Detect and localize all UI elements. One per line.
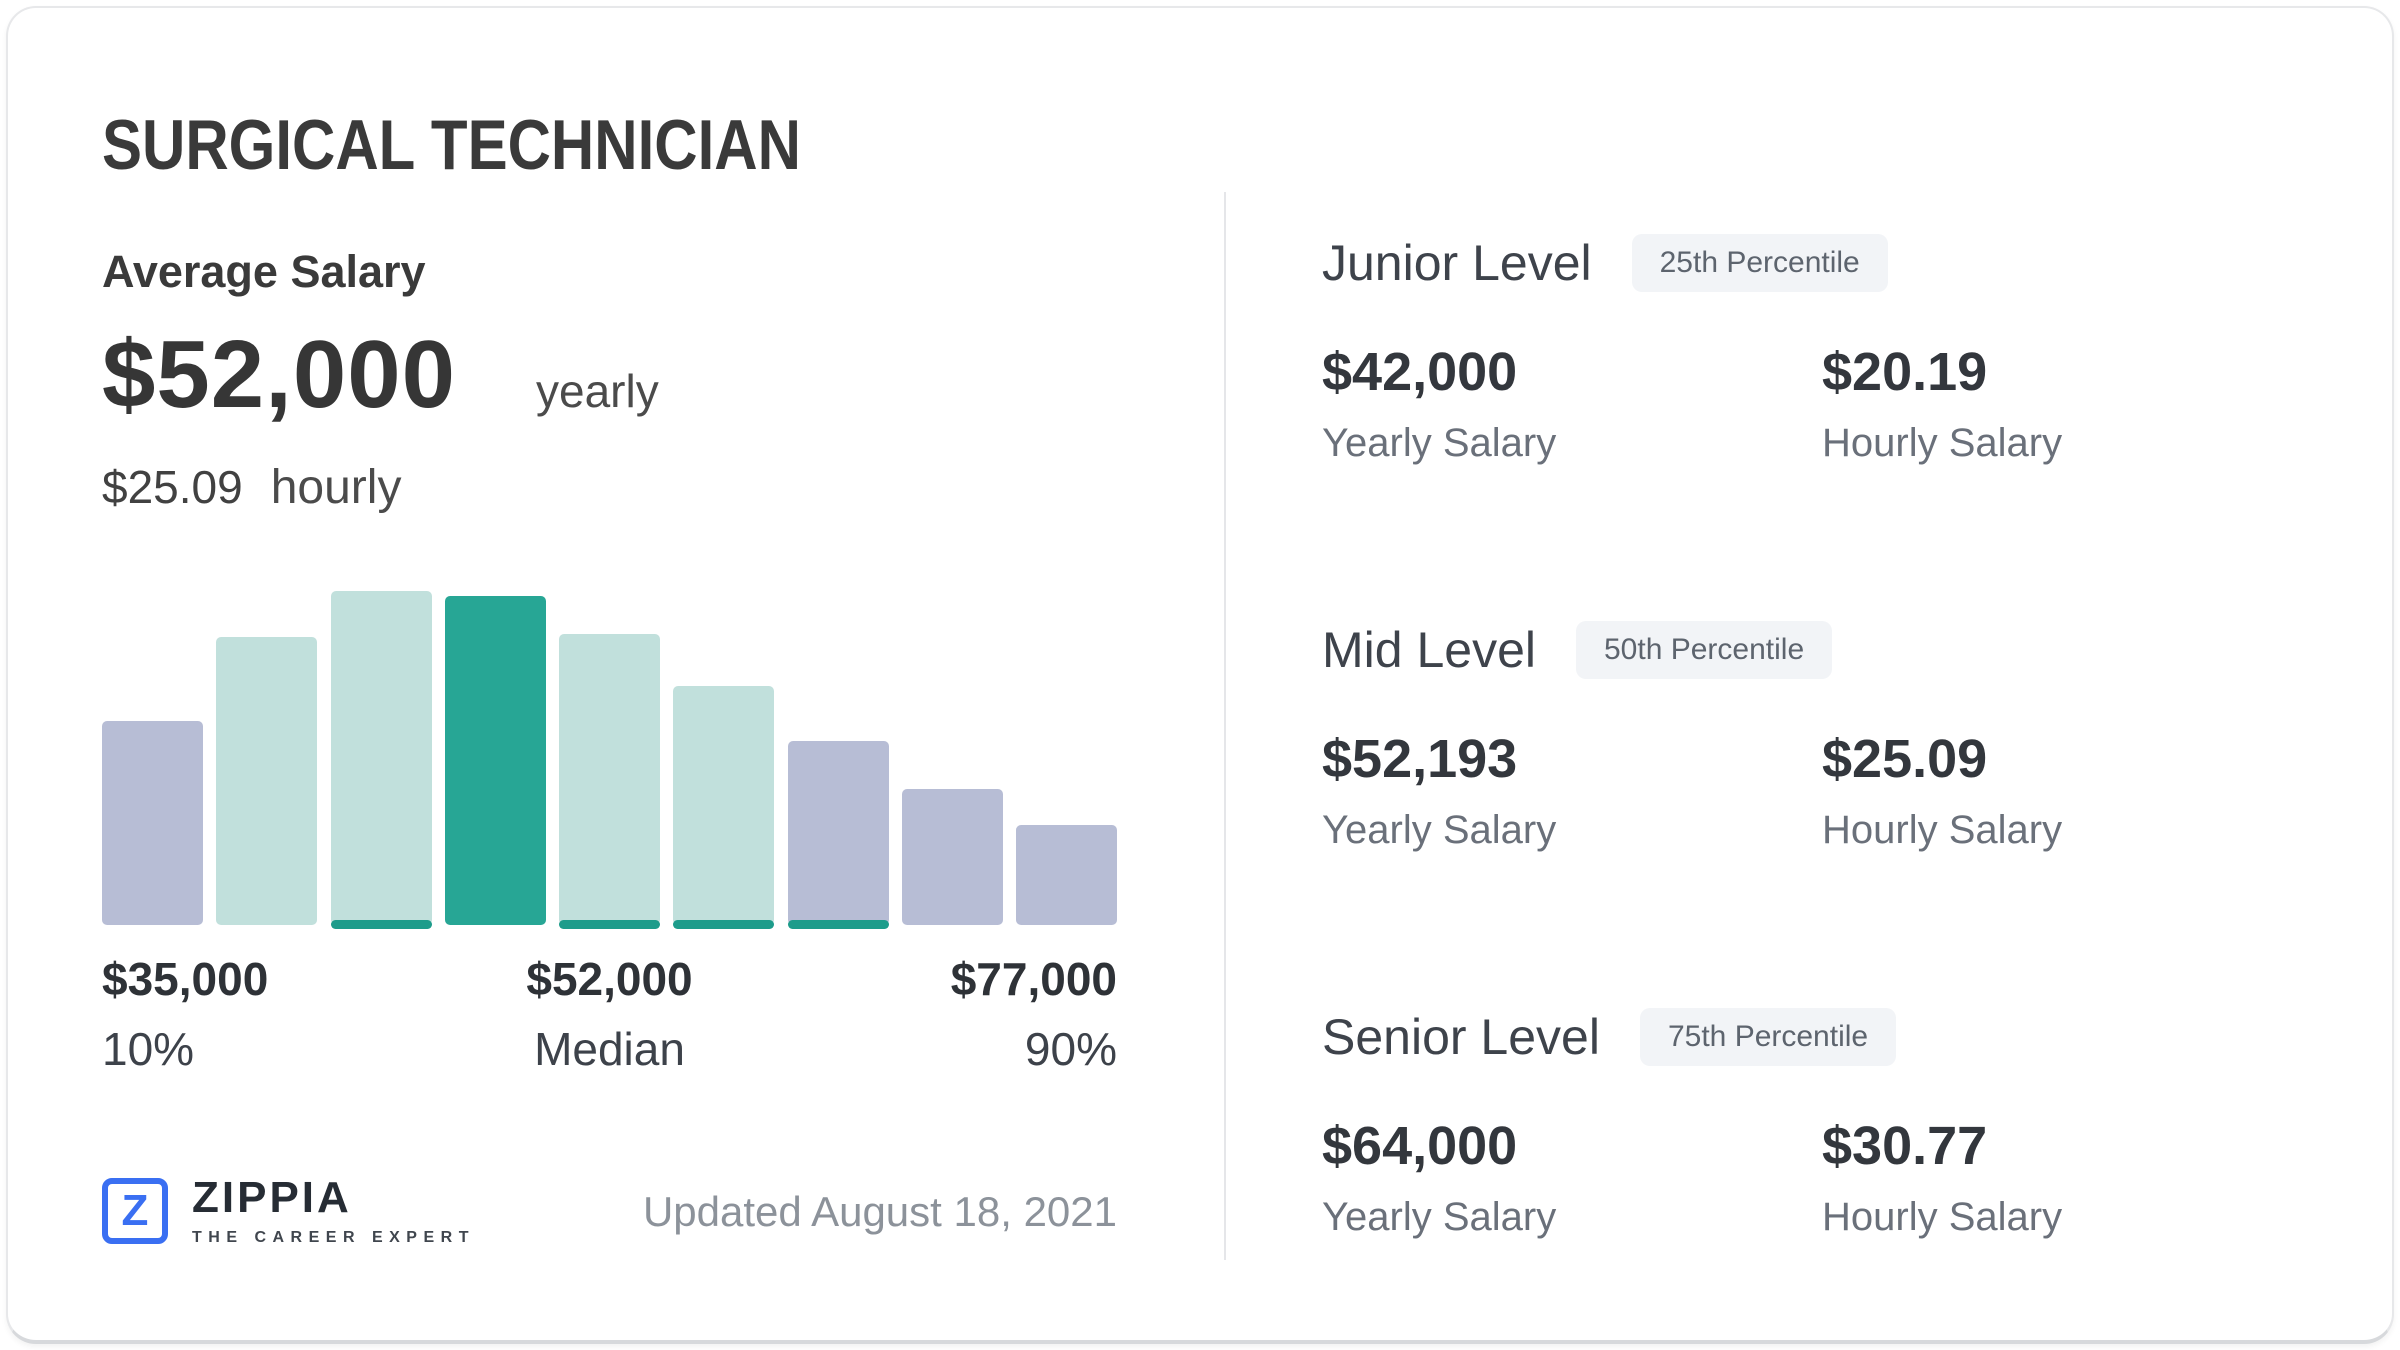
yearly-salary-value: $64,000: [1322, 1115, 1518, 1176]
level-title: Mid Level: [1322, 622, 1536, 678]
hourly-salary-value: $25.09: [1822, 728, 1988, 789]
yearly-salary-label: Yearly Salary: [1322, 807, 1557, 852]
zippia-wordmark: ZIPPIA THE CAREER EXPERT: [192, 1176, 475, 1246]
hourly-salary-label: Hourly Salary: [1822, 807, 2063, 852]
level-title: Senior Level: [1322, 1009, 1600, 1065]
level-section-senior: Senior Level 75th Percentile $64,000 Yea…: [1322, 1006, 2322, 1240]
histogram-bar-underline: [559, 920, 660, 929]
zippia-logo: Z ZIPPIA THE CAREER EXPERT: [102, 1176, 475, 1246]
histogram-bar-underline: [673, 920, 775, 929]
average-salary-yearly-row: $52,000 yearly: [102, 320, 659, 430]
hourly-salary-value: $20.19: [1822, 341, 1988, 402]
yearly-salary-label: Yearly Salary: [1322, 1194, 1557, 1239]
histogram-bar: [1016, 825, 1117, 925]
histogram-bar: [330, 591, 432, 929]
axis-tick-median-label: Median: [534, 1023, 685, 1075]
axis-tick-median-value: $52,000: [526, 953, 693, 1005]
vertical-divider: [1224, 192, 1226, 1260]
brand-tagline: THE CAREER EXPERT: [192, 1229, 475, 1246]
zippia-z-letter: Z: [121, 1186, 149, 1235]
percentile-badge: 75th Percentile: [1639, 1008, 1897, 1067]
average-salary-yearly-value: $52,000: [102, 321, 457, 428]
histogram-bar: [787, 741, 889, 929]
level-section-junior: Junior Level 25th Percentile $42,000 Yea…: [1322, 232, 2322, 466]
histogram-bar: [673, 686, 775, 929]
axis-tick-90th-label: 90%: [1024, 1023, 1117, 1075]
percentile-badge: 25th Percentile: [1631, 234, 1888, 293]
average-salary-label: Average Salary: [102, 246, 426, 297]
histogram-bar-underline: [787, 920, 889, 929]
histogram-axis-labels: 10% Median 90%: [102, 1022, 1117, 1076]
histogram-bar: [559, 634, 660, 929]
axis-tick-10th-value: $35,000: [102, 953, 269, 1005]
average-salary-hourly-row: $25.09 hourly: [102, 460, 401, 515]
hourly-salary-value: $30.77: [1822, 1115, 1988, 1176]
histogram-bar: [102, 721, 203, 925]
yearly-salary-label: Yearly Salary: [1322, 420, 1557, 465]
yearly-salary-value: $52,193: [1322, 728, 1518, 789]
histogram-bar: [216, 637, 318, 925]
salary-histogram-bars: [102, 591, 1117, 929]
salary-card: SURGICAL TECHNICIAN Average Salary $52,0…: [6, 6, 2394, 1344]
percentile-badge: 50th Percentile: [1576, 621, 1833, 680]
zippia-z-icon: Z: [102, 1178, 168, 1244]
yearly-salary-value: $42,000: [1322, 341, 1518, 402]
average-salary-hourly-unit: hourly: [270, 461, 402, 514]
level-section-mid: Mid Level 50th Percentile $52,193 Yearly…: [1322, 619, 2322, 853]
level-title: Junior Level: [1322, 235, 1592, 291]
hourly-salary-label: Hourly Salary: [1822, 1194, 2063, 1239]
axis-tick-90th-value: $77,000: [950, 953, 1117, 1005]
hourly-salary-label: Hourly Salary: [1822, 420, 2063, 465]
updated-date: Updated August 18, 2021: [642, 1188, 1117, 1235]
average-salary-hourly-value: $25.09: [102, 461, 243, 513]
brand-name: ZIPPIA: [192, 1173, 352, 1222]
histogram-bar: [901, 789, 1003, 925]
histogram-bar: [444, 596, 546, 925]
average-salary-yearly-unit: yearly: [536, 365, 659, 417]
histogram-axis-values: $35,000 $52,000 $77,000: [102, 952, 1117, 1006]
page-title: SURGICAL TECHNICIAN: [102, 105, 801, 185]
axis-tick-10th-label: 10%: [102, 1023, 195, 1075]
histogram-bar-underline: [330, 920, 432, 929]
